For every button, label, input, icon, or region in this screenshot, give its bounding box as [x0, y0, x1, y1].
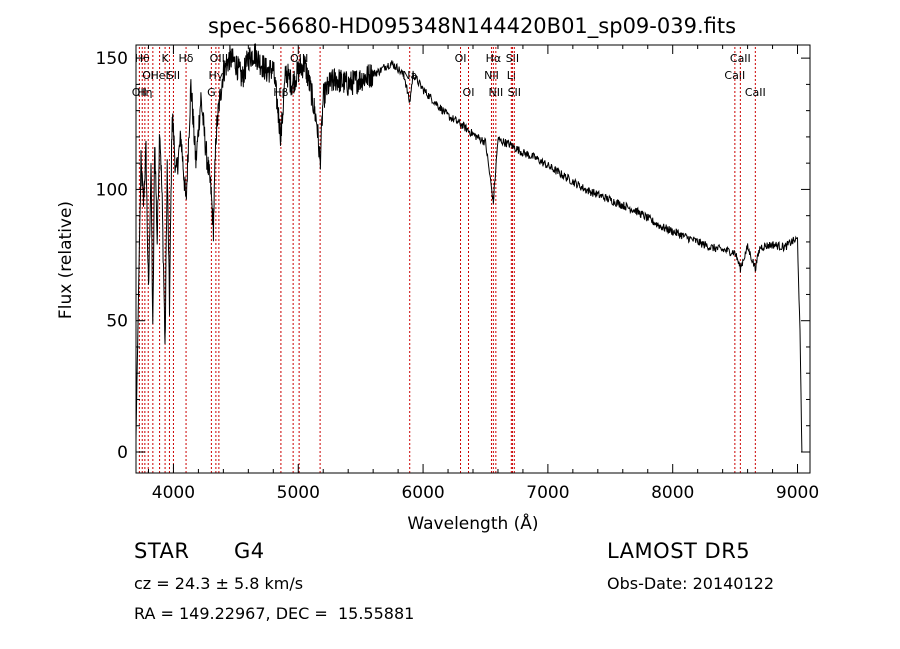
axes: 4000 5000 6000 7000 8000 9000 0 50 100 150: [96, 45, 819, 503]
line-marker-label: Hα: [486, 52, 502, 65]
line-marker-label: CaII: [724, 69, 745, 82]
line-marker-label: NII: [484, 69, 499, 82]
y-tick-label: 150: [96, 49, 128, 69]
x-tick-label: 5000: [277, 483, 320, 503]
line-marker-label: SII: [167, 69, 180, 82]
line-marker-label: OI: [142, 69, 154, 82]
y-tick-label: 50: [106, 312, 128, 332]
line-marker-label: Hη: [137, 86, 152, 99]
line-marker-label: K: [161, 52, 169, 65]
line-marker-label: SII: [508, 86, 521, 99]
y-tick-label: 100: [96, 180, 128, 200]
plot-frame: [135, 44, 811, 474]
class-label: STAR: [134, 539, 190, 563]
coordinates-text: RA = 149.22967, DEC = 15.55881: [134, 604, 415, 623]
line-marker-label: Hδ: [179, 52, 194, 65]
x-tick-label: 6000: [401, 483, 444, 503]
chart-title: spec-56680-HD095348N144420B01_sp09-039.f…: [208, 14, 736, 39]
redshift-text: cz = 24.3 ± 5.8 km/s: [134, 574, 304, 593]
spectrum-line: [135, 43, 803, 453]
obs-date-text: Obs-Date: 20140122: [607, 574, 775, 593]
y-axis-label: Flux (relative): [56, 201, 76, 319]
x-tick-label: 8000: [651, 483, 694, 503]
line-marker-label: CaII: [730, 52, 751, 65]
line-marker-label: Hγ: [208, 69, 223, 82]
x-tick-label: 9000: [776, 483, 819, 503]
x-axis-label: Wavelength (Å): [407, 512, 538, 534]
line-marker-label: G: [207, 86, 216, 99]
x-tick-label: 7000: [526, 483, 569, 503]
x-tick-label: 4000: [152, 483, 195, 503]
line-marker-label: SII: [506, 52, 519, 65]
survey-label: LAMOST DR5: [607, 539, 751, 563]
line-marker-label: Li: [507, 69, 516, 82]
plot-area: [135, 43, 803, 453]
line-marker-label: HeI: [150, 69, 168, 82]
line-marker-label: Hβ: [273, 86, 288, 99]
line-marker-label: CaII: [745, 86, 766, 99]
subclass-label: G4: [234, 539, 265, 563]
emission-line-markers: OIIHθHηOIHeIKSIIHδGHγOIIIHβOIIINaOIOINII…: [132, 47, 766, 473]
y-tick-label: 0: [117, 443, 128, 463]
line-marker-label: NII: [488, 86, 503, 99]
line-marker-label: OI: [463, 86, 475, 99]
line-marker-label: OI: [455, 52, 467, 65]
